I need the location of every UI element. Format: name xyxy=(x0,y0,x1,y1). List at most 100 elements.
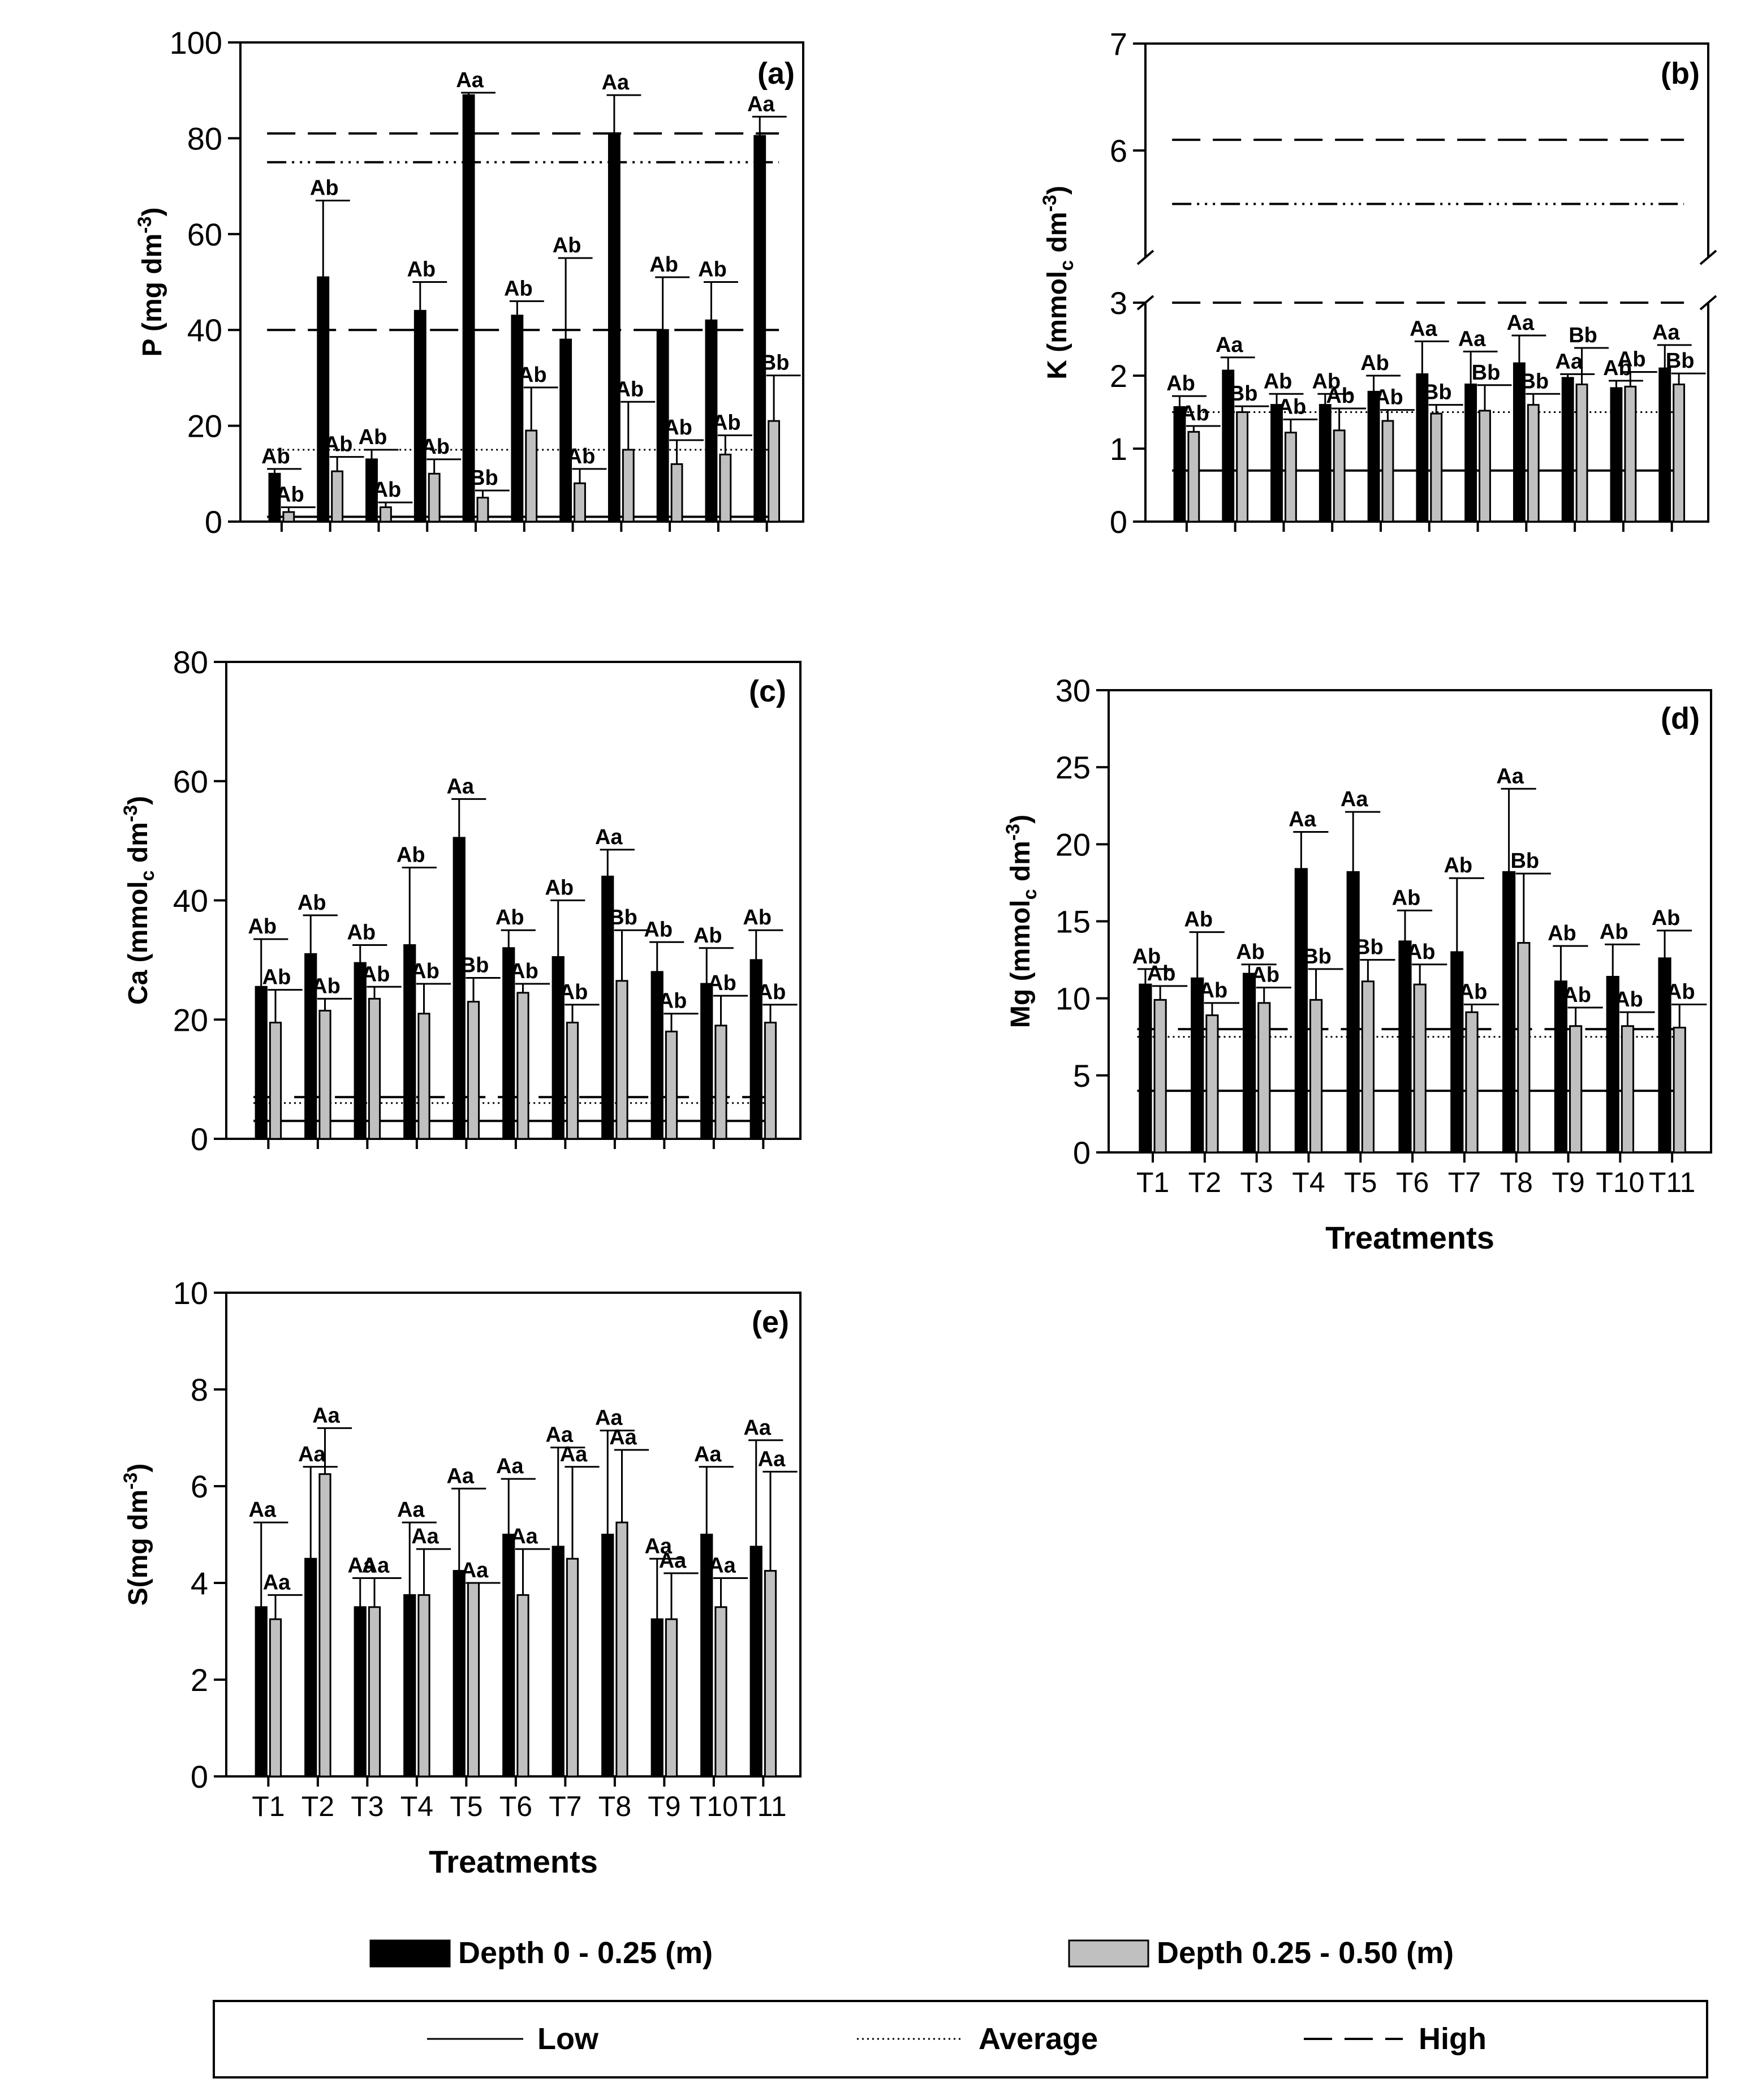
significance-letter: Aa xyxy=(1341,787,1368,811)
bar-depth2 xyxy=(665,1030,678,1140)
bar-depth2 xyxy=(1153,999,1167,1154)
bar-depth2 xyxy=(719,453,732,523)
bar-depth2 xyxy=(1284,432,1297,523)
legend-label-depth1: Depth 0 - 0.25 (m) xyxy=(458,1936,713,1970)
bar-depth1 xyxy=(502,1534,515,1778)
bar-depth2 xyxy=(417,1594,430,1778)
significance-letter: Ab xyxy=(421,435,450,459)
y-tick-label: 60 xyxy=(173,764,208,799)
significance-letter: Ab xyxy=(545,876,574,900)
significance-letter: Aa xyxy=(397,1498,425,1522)
bar-depth2 xyxy=(768,420,781,523)
y-tick-label: 2 xyxy=(1110,358,1127,394)
bar-depth2 xyxy=(714,1606,727,1778)
y-tick-label: 10 xyxy=(1055,981,1091,1017)
bar-depth1 xyxy=(462,94,475,523)
significance-letter: Aa xyxy=(708,1554,736,1577)
axis-break-mark xyxy=(1136,249,1154,265)
significance-letter: Ab xyxy=(1236,940,1265,964)
y-axis-label: P (mg dm-3) xyxy=(134,207,167,356)
significance-letter: Ab xyxy=(644,918,673,941)
panel-label: (e) xyxy=(752,1305,789,1339)
bar-depth2 xyxy=(1517,942,1531,1154)
significance-letter: Bb xyxy=(1423,381,1452,404)
x-tick-label: T1 xyxy=(1136,1167,1169,1198)
bar-depth1 xyxy=(304,1557,317,1778)
significance-letter: Aa xyxy=(595,1406,623,1430)
significance-letter: Ab xyxy=(1562,983,1591,1007)
y-tick-label: 6 xyxy=(191,1469,208,1504)
significance-letter: Ab xyxy=(324,433,353,457)
bar-depth2 xyxy=(1361,980,1375,1154)
x-tick-label: T3 xyxy=(351,1791,384,1822)
bar-depth2 xyxy=(368,997,381,1140)
panel-label: (b) xyxy=(1661,57,1700,91)
significance-letter: Aa xyxy=(694,1443,722,1466)
bar-depth1 xyxy=(1270,404,1283,523)
significance-letter: Aa xyxy=(560,1443,588,1466)
y-tick-label: 30 xyxy=(1055,673,1091,708)
x-tick-label: T11 xyxy=(740,1791,786,1822)
bar-depth2 xyxy=(1673,1026,1686,1154)
significance-letter: Ab xyxy=(373,478,402,502)
significance-letter: Ab xyxy=(708,971,736,995)
x-tick-label: T2 xyxy=(1188,1167,1221,1198)
bar-depth2 xyxy=(269,1022,282,1140)
significance-letter: Aa xyxy=(263,1570,291,1594)
significance-letter: Ab xyxy=(1392,886,1421,910)
x-tick-label: T7 xyxy=(1448,1167,1481,1198)
significance-letter: Ab xyxy=(559,980,588,1004)
significance-letter: Bb xyxy=(1303,945,1332,969)
significance-letter: Aa xyxy=(248,1498,276,1522)
bar-depth2 xyxy=(714,1025,727,1140)
x-tick-label: T11 xyxy=(1649,1167,1695,1198)
bar-depth2 xyxy=(476,497,489,523)
bar-depth1 xyxy=(1319,404,1332,523)
bar-depth2 xyxy=(1465,1011,1479,1154)
bar-depth1 xyxy=(1502,871,1516,1154)
significance-letter: Aa xyxy=(1555,350,1583,373)
y-tick-label: 100 xyxy=(170,25,222,61)
y-tick-label: 10 xyxy=(173,1275,208,1311)
bar-depth2 xyxy=(1527,404,1540,523)
y-tick-label: 4 xyxy=(191,1565,208,1601)
bar-depth1 xyxy=(1294,868,1308,1154)
significance-letter: Aa xyxy=(758,1447,786,1471)
significance-letter: Ab xyxy=(553,234,581,257)
significance-letter: Aa xyxy=(659,1549,687,1573)
significance-letter: Ab xyxy=(504,277,533,300)
x-tick-label: T4 xyxy=(1292,1167,1325,1198)
bar-depth1 xyxy=(453,1570,466,1778)
x-tick-label: T10 xyxy=(690,1791,738,1822)
bar-depth2 xyxy=(318,1009,331,1140)
bar-depth2 xyxy=(1575,383,1588,523)
significance-letter: Ab xyxy=(359,425,387,449)
significance-letter: Ab xyxy=(649,253,678,277)
bar-depth1 xyxy=(1658,367,1671,523)
bar-depth2 xyxy=(1205,1014,1219,1154)
bar-depth2 xyxy=(1430,412,1443,523)
bar-depth1 xyxy=(1554,980,1568,1154)
bar-depth2 xyxy=(1624,385,1637,523)
y-axis-label: K (mmolc dm-3) xyxy=(1039,186,1078,379)
bar-depth1 xyxy=(511,315,524,523)
bar-depth1 xyxy=(1610,387,1623,523)
y-tick-label: 0 xyxy=(1110,504,1127,540)
y-tick-label: 6 xyxy=(1110,133,1127,169)
panel-label: (d) xyxy=(1661,702,1700,735)
x-tick-label: T4 xyxy=(400,1791,433,1822)
significance-letter: Bb xyxy=(460,953,489,977)
bar-depth1 xyxy=(753,135,766,523)
y-axis-label: Mg (mmolc dm-3) xyxy=(1002,815,1041,1028)
bar-depth2 xyxy=(615,1521,628,1778)
bar-depth2 xyxy=(1479,410,1491,523)
y-tick-label: 7 xyxy=(1110,26,1127,62)
y-tick-label: 40 xyxy=(187,312,222,348)
significance-letter: Ab xyxy=(1666,980,1695,1004)
bar-depth2 xyxy=(525,429,538,523)
significance-letter: Ab xyxy=(1264,369,1292,393)
bar-depth2 xyxy=(1257,1002,1271,1154)
significance-letter: Aa xyxy=(609,1426,637,1449)
significance-letter: Bb xyxy=(1510,849,1539,873)
